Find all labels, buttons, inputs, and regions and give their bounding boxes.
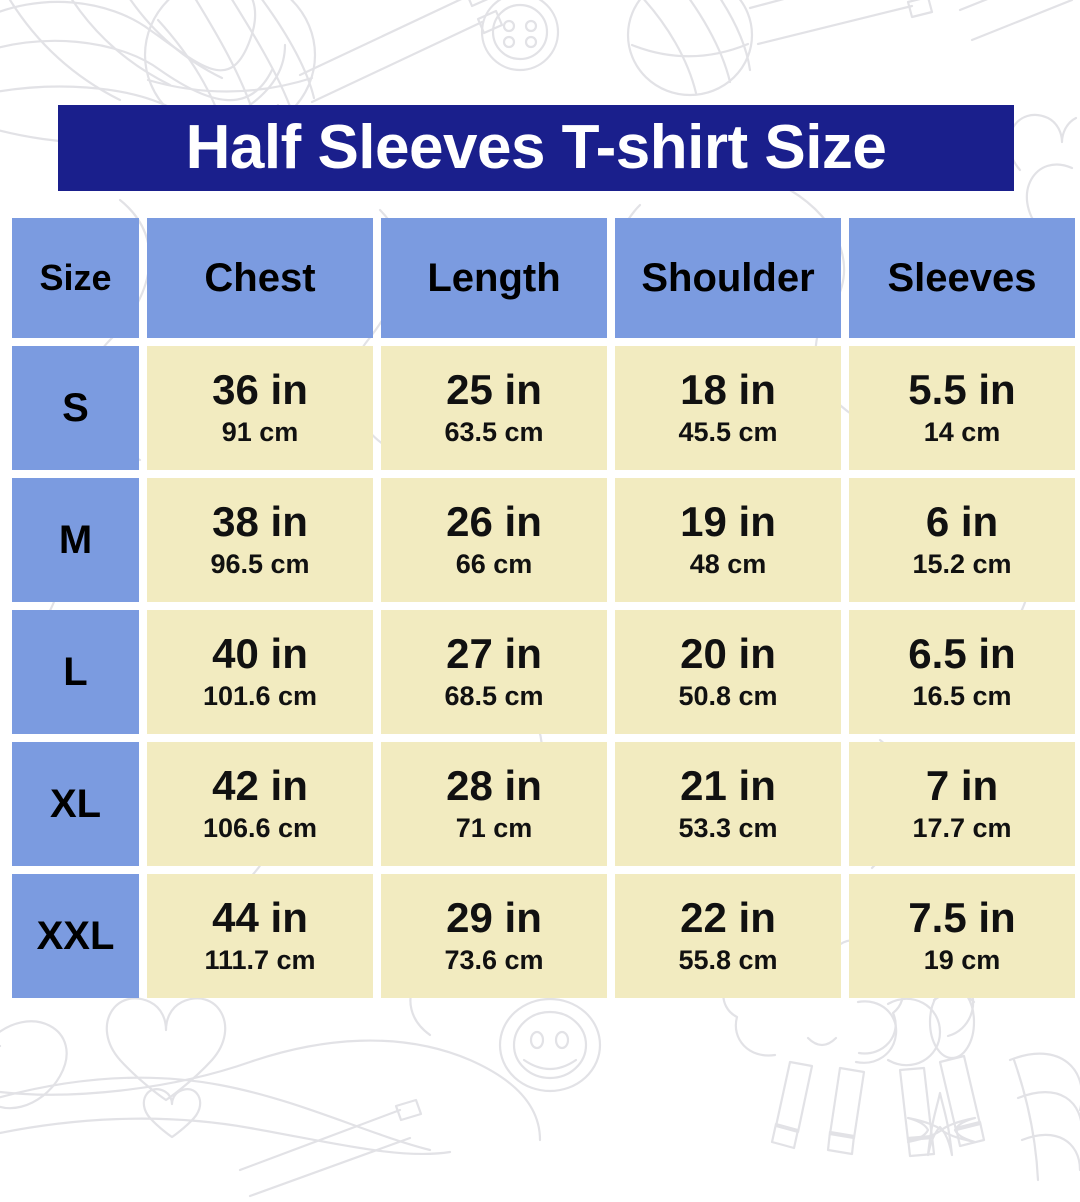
row-shoulder-cell: 18 in 45.5 cm bbox=[615, 346, 841, 470]
table-row: XXL 44 in 111.7 cm 29 in 73.6 cm 22 in 5… bbox=[12, 874, 1075, 998]
sleeves-cm: 17.7 cm bbox=[912, 812, 1012, 843]
row-size-cell: M bbox=[12, 478, 139, 602]
row-sleeves-cell: 5.5 in 14 cm bbox=[849, 346, 1075, 470]
chest-cm: 101.6 cm bbox=[202, 680, 318, 711]
size-chart-table: Size Chest Length Shoulder Sleeves S 36 … bbox=[12, 218, 1075, 998]
sleeves-cm: 19 cm bbox=[923, 944, 1001, 975]
sleeves-inches: 5.5 in bbox=[908, 365, 1016, 413]
shoulder-cm: 48 cm bbox=[689, 548, 767, 579]
row-size-label: S bbox=[62, 386, 89, 430]
table-row: L 40 in 101.6 cm 27 in 68.5 cm 20 in 50.… bbox=[12, 610, 1075, 734]
shoulder-cm: 50.8 cm bbox=[678, 680, 778, 711]
length-inches: 29 in bbox=[446, 893, 542, 941]
sleeves-inches: 7 in bbox=[925, 761, 999, 809]
row-sleeves-cell: 7.5 in 19 cm bbox=[849, 874, 1075, 998]
row-length-cell: 27 in 68.5 cm bbox=[381, 610, 607, 734]
column-header-chest: Chest bbox=[147, 218, 373, 338]
column-header-length-label: Length bbox=[427, 256, 561, 300]
page-title-banner: Half Sleeves T-shirt Size bbox=[58, 105, 1014, 191]
column-header-shoulder: Shoulder bbox=[615, 218, 841, 338]
shoulder-inches: 19 in bbox=[680, 497, 776, 545]
column-header-length: Length bbox=[381, 218, 607, 338]
sleeves-cm: 16.5 cm bbox=[912, 680, 1012, 711]
row-length-cell: 26 in 66 cm bbox=[381, 478, 607, 602]
row-shoulder-cell: 21 in 53.3 cm bbox=[615, 742, 841, 866]
sleeves-inches: 6 in bbox=[925, 497, 999, 545]
chest-inches: 40 in bbox=[212, 629, 308, 677]
length-cm: 73.6 cm bbox=[444, 944, 544, 975]
shoulder-cm: 45.5 cm bbox=[678, 416, 778, 447]
table-row: XL 42 in 106.6 cm 28 in 71 cm 21 in 53.3… bbox=[12, 742, 1075, 866]
length-inches: 27 in bbox=[446, 629, 542, 677]
row-chest-cell: 42 in 106.6 cm bbox=[147, 742, 373, 866]
column-header-shoulder-label: Shoulder bbox=[641, 256, 815, 300]
row-length-cell: 25 in 63.5 cm bbox=[381, 346, 607, 470]
length-cm: 66 cm bbox=[455, 548, 533, 579]
column-header-size-label: Size bbox=[39, 257, 112, 298]
shoulder-cm: 55.8 cm bbox=[678, 944, 778, 975]
table-row: M 38 in 96.5 cm 26 in 66 cm 19 in 48 cm … bbox=[12, 478, 1075, 602]
row-size-label: L bbox=[63, 650, 88, 694]
chest-inches: 38 in bbox=[212, 497, 308, 545]
table-header-row: Size Chest Length Shoulder Sleeves bbox=[12, 218, 1075, 338]
length-inches: 25 in bbox=[446, 365, 542, 413]
length-cm: 63.5 cm bbox=[444, 416, 544, 447]
shoulder-inches: 18 in bbox=[680, 365, 776, 413]
sleeves-inches: 7.5 in bbox=[908, 893, 1016, 941]
shoulder-inches: 22 in bbox=[680, 893, 776, 941]
column-header-sleeves-label: Sleeves bbox=[887, 256, 1037, 300]
row-shoulder-cell: 20 in 50.8 cm bbox=[615, 610, 841, 734]
shoulder-cm: 53.3 cm bbox=[678, 812, 778, 843]
shoulder-inches: 20 in bbox=[680, 629, 776, 677]
row-length-cell: 29 in 73.6 cm bbox=[381, 874, 607, 998]
row-chest-cell: 44 in 111.7 cm bbox=[147, 874, 373, 998]
length-inches: 28 in bbox=[446, 761, 542, 809]
page-title: Half Sleeves T-shirt Size bbox=[185, 113, 887, 182]
row-chest-cell: 40 in 101.6 cm bbox=[147, 610, 373, 734]
row-size-cell: S bbox=[12, 346, 139, 470]
shoulder-inches: 21 in bbox=[680, 761, 776, 809]
row-size-cell: XL bbox=[12, 742, 139, 866]
chest-cm: 106.6 cm bbox=[202, 812, 318, 843]
chest-inches: 36 in bbox=[212, 365, 308, 413]
length-inches: 26 in bbox=[446, 497, 542, 545]
row-shoulder-cell: 19 in 48 cm bbox=[615, 478, 841, 602]
column-header-size: Size bbox=[12, 218, 139, 338]
row-chest-cell: 36 in 91 cm bbox=[147, 346, 373, 470]
chest-cm: 111.7 cm bbox=[204, 944, 316, 975]
chest-inches: 44 in bbox=[212, 893, 308, 941]
column-header-chest-label: Chest bbox=[204, 256, 316, 300]
length-cm: 68.5 cm bbox=[444, 680, 544, 711]
row-chest-cell: 38 in 96.5 cm bbox=[147, 478, 373, 602]
sleeves-inches: 6.5 in bbox=[908, 629, 1016, 677]
row-size-cell: L bbox=[12, 610, 139, 734]
row-size-label: XL bbox=[49, 782, 102, 826]
row-sleeves-cell: 6 in 15.2 cm bbox=[849, 478, 1075, 602]
column-header-sleeves: Sleeves bbox=[849, 218, 1075, 338]
length-cm: 71 cm bbox=[455, 812, 533, 843]
chest-inches: 42 in bbox=[212, 761, 308, 809]
row-size-label: M bbox=[58, 518, 93, 562]
row-sleeves-cell: 6.5 in 16.5 cm bbox=[849, 610, 1075, 734]
sleeves-cm: 14 cm bbox=[923, 416, 1001, 447]
table-row: S 36 in 91 cm 25 in 63.5 cm 18 in 45.5 c… bbox=[12, 346, 1075, 470]
row-size-cell: XXL bbox=[12, 874, 139, 998]
row-sleeves-cell: 7 in 17.7 cm bbox=[849, 742, 1075, 866]
sleeves-cm: 15.2 cm bbox=[912, 548, 1012, 579]
row-length-cell: 28 in 71 cm bbox=[381, 742, 607, 866]
row-shoulder-cell: 22 in 55.8 cm bbox=[615, 874, 841, 998]
chest-cm: 91 cm bbox=[221, 416, 299, 447]
chest-cm: 96.5 cm bbox=[210, 548, 310, 579]
row-size-label: XXL bbox=[36, 914, 115, 958]
